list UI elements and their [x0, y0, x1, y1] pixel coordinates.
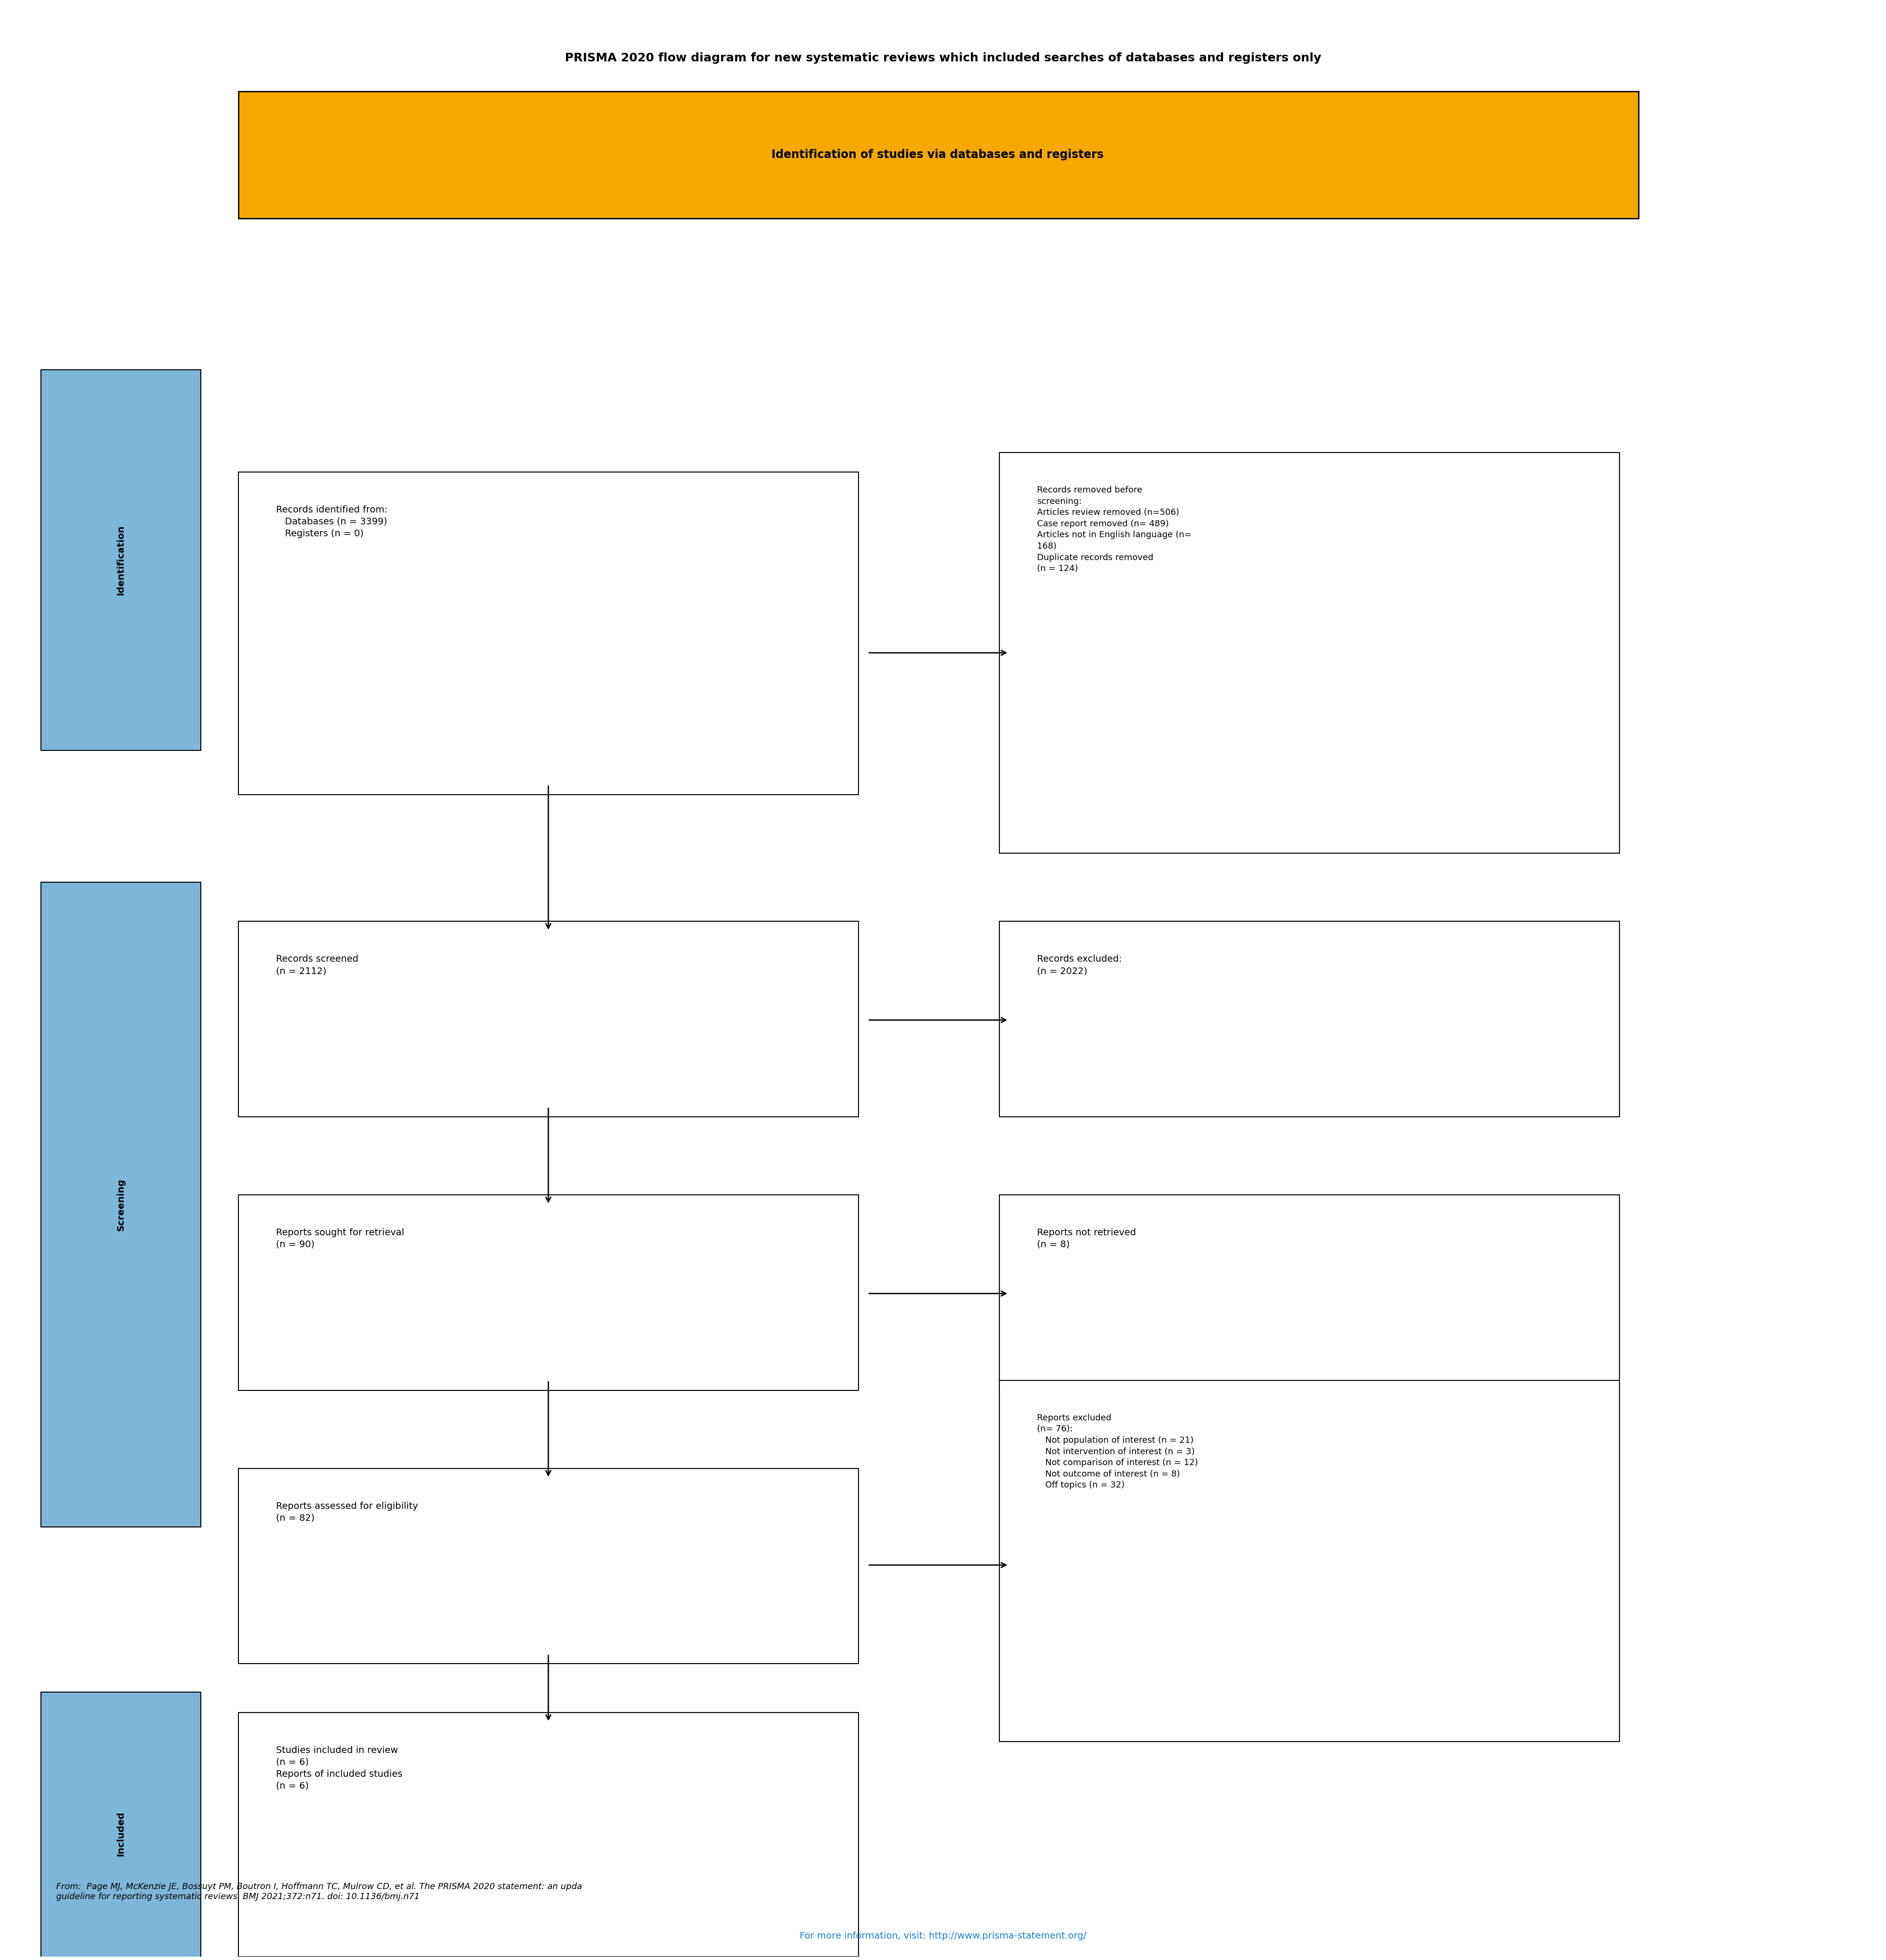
Text: Included: Included [117, 1811, 124, 1856]
Text: Records removed before
screening:
Articles review removed (n=506)
Case report re: Records removed before screening: Articl… [1037, 486, 1192, 572]
FancyBboxPatch shape [1000, 1380, 1620, 1742]
FancyBboxPatch shape [41, 882, 200, 1527]
FancyBboxPatch shape [41, 370, 200, 751]
Text: Reports sought for retrieval
(n = 90): Reports sought for retrieval (n = 90) [275, 1229, 404, 1249]
Text: Identification: Identification [117, 525, 124, 596]
Text: Records excluded:
(n = 2022): Records excluded: (n = 2022) [1037, 955, 1122, 976]
FancyBboxPatch shape [41, 1691, 200, 1960]
FancyBboxPatch shape [238, 921, 858, 1117]
Text: Identification of studies via databases and registers: Identification of studies via databases … [771, 149, 1103, 161]
Text: Reports excluded
(n= 76):
   Not population of interest (n = 21)
   Not interven: Reports excluded (n= 76): Not population… [1037, 1413, 1198, 1490]
Text: Records identified from:
   Databases (n = 3399)
   Registers (n = 0): Records identified from: Databases (n = … [275, 506, 387, 539]
FancyBboxPatch shape [238, 1196, 858, 1390]
FancyBboxPatch shape [1000, 453, 1620, 853]
Text: For more information, visit: http://www.prisma-statement.org/: For more information, visit: http://www.… [800, 1931, 1086, 1940]
Text: Studies included in review
(n = 6)
Reports of included studies
(n = 6): Studies included in review (n = 6) Repor… [275, 1746, 402, 1789]
Text: Records screened
(n = 2112): Records screened (n = 2112) [275, 955, 358, 976]
FancyBboxPatch shape [1000, 1196, 1620, 1390]
FancyBboxPatch shape [238, 1468, 858, 1664]
FancyBboxPatch shape [238, 1713, 858, 1956]
Text: From:  Page MJ, McKenzie JE, Bossuyt PM, Boutron I, Hoffmann TC, Mulrow CD, et a: From: Page MJ, McKenzie JE, Bossuyt PM, … [57, 1882, 583, 1901]
FancyBboxPatch shape [238, 472, 858, 794]
FancyBboxPatch shape [238, 92, 1639, 218]
Text: Reports assessed for eligibility
(n = 82): Reports assessed for eligibility (n = 82… [275, 1501, 419, 1523]
Text: Reports not retrieved
(n = 8): Reports not retrieved (n = 8) [1037, 1229, 1135, 1249]
FancyBboxPatch shape [1000, 921, 1620, 1117]
Text: PRISMA 2020 flow diagram for new systematic reviews which included searches of d: PRISMA 2020 flow diagram for new systema… [564, 53, 1322, 63]
Text: Screening: Screening [117, 1178, 124, 1231]
